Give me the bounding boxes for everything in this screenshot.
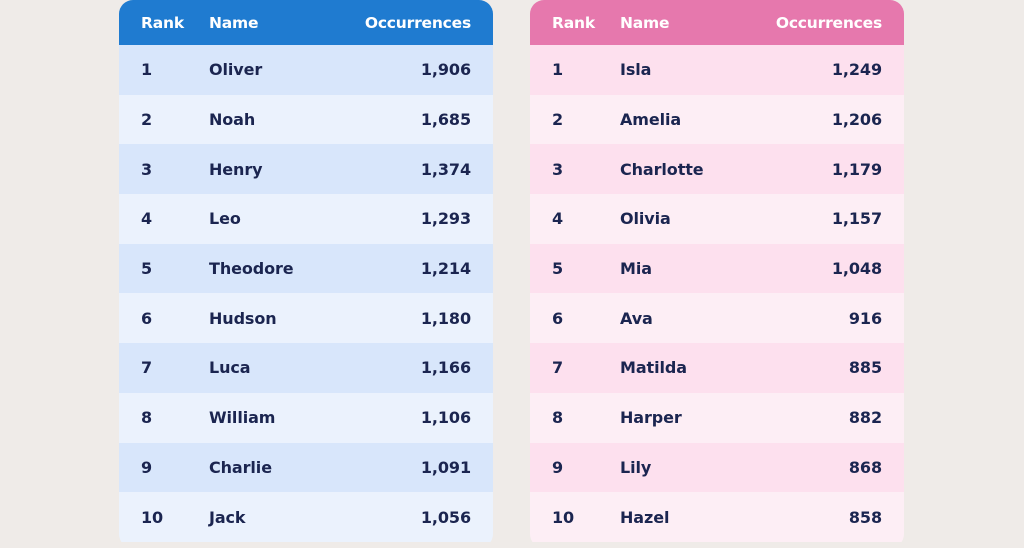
name-cell: Henry bbox=[209, 159, 263, 179]
boys-names-table: Rank Name Occurrences 1 Oliver 1,906 2 Noah 1… bbox=[119, 0, 493, 548]
rank-cell: 3 bbox=[552, 159, 564, 179]
rank-cell: 3 bbox=[141, 159, 153, 179]
table-row: 2 Amelia 1,206 bbox=[530, 94, 904, 145]
occurrences-cell: 1,906 bbox=[420, 60, 471, 80]
occurrences-cell: 1,180 bbox=[420, 308, 471, 328]
occurrences-cell: 1,249 bbox=[831, 60, 882, 80]
table-row: 7 Luca 1,166 bbox=[119, 343, 493, 393]
header-rank: Rank bbox=[552, 13, 595, 32]
header-rank: Rank bbox=[141, 13, 184, 32]
occurrences-cell: 1,293 bbox=[420, 209, 471, 229]
table-row: 9 Charlie 1,091 bbox=[119, 442, 493, 493]
name-cell: Olivia bbox=[620, 209, 671, 229]
table-row: 1 Oliver 1,906 bbox=[119, 45, 493, 95]
rank-cell: 8 bbox=[552, 408, 564, 428]
name-cell: William bbox=[209, 408, 276, 428]
occurrences-cell: 1,048 bbox=[831, 259, 882, 279]
occurrences-cell: 916 bbox=[848, 308, 882, 328]
rank-cell: 5 bbox=[141, 259, 153, 279]
name-cell: Jack bbox=[209, 507, 246, 527]
table-row: 8 William 1,106 bbox=[119, 392, 493, 443]
name-cell: Lily bbox=[620, 457, 652, 477]
rank-cell: 1 bbox=[141, 60, 153, 80]
name-cell: Theodore bbox=[209, 259, 294, 279]
girls-names-table: Rank Name Occurrences 1 Isla 1,249 2 Amelia 1… bbox=[530, 0, 904, 548]
table-row: 5 Mia 1,048 bbox=[530, 243, 904, 294]
rank-cell: 6 bbox=[552, 308, 564, 328]
occurrences-cell: 1,374 bbox=[420, 159, 471, 179]
header-occurrences: Occurrences bbox=[775, 13, 882, 32]
name-cell: Luca bbox=[209, 358, 251, 378]
rank-cell: 9 bbox=[552, 457, 564, 477]
table-row: 7 Matilda 885 bbox=[530, 343, 904, 393]
name-cell: Hazel bbox=[620, 507, 670, 527]
header-name: Name bbox=[209, 13, 259, 32]
name-cell: Charlie bbox=[209, 457, 272, 477]
name-cell: Charlotte bbox=[620, 159, 704, 179]
table-row: 6 Hudson 1,180 bbox=[119, 293, 493, 344]
table-row: 6 Ava 916 bbox=[530, 293, 904, 344]
rank-cell: 7 bbox=[141, 358, 153, 378]
boys-table-header: Rank Name Occurrences bbox=[119, 0, 493, 45]
name-cell: Mia bbox=[620, 259, 652, 279]
table-row: 10 Jack 1,056 bbox=[119, 492, 493, 542]
name-cell: Leo bbox=[209, 209, 241, 229]
name-cell: Oliver bbox=[209, 60, 263, 80]
occurrences-cell: 1,685 bbox=[420, 110, 471, 130]
occurrences-cell: 868 bbox=[848, 457, 882, 477]
rank-cell: 2 bbox=[552, 110, 564, 130]
rank-cell: 4 bbox=[552, 209, 564, 229]
table-row: 4 Leo 1,293 bbox=[119, 194, 493, 244]
table-row: 1 Isla 1,249 bbox=[530, 45, 904, 95]
name-cell: Ava bbox=[620, 308, 653, 328]
rank-cell: 6 bbox=[141, 308, 153, 328]
table-row: 9 Lily 868 bbox=[530, 442, 904, 493]
occurrences-cell: 1,214 bbox=[420, 259, 471, 279]
occurrences-cell: 885 bbox=[848, 358, 882, 378]
girls-table-header: Rank Name Occurrences bbox=[530, 0, 904, 45]
rank-cell: 2 bbox=[141, 110, 153, 130]
occurrences-cell: 1,179 bbox=[831, 159, 882, 179]
table-row: 4 Olivia 1,157 bbox=[530, 194, 904, 244]
rank-cell: 8 bbox=[141, 408, 153, 428]
name-cell: Amelia bbox=[620, 110, 682, 130]
rank-cell: 5 bbox=[552, 259, 564, 279]
occurrences-cell: 1,166 bbox=[420, 358, 471, 378]
name-cell: Isla bbox=[620, 60, 652, 80]
rank-cell: 10 bbox=[552, 507, 575, 527]
rank-cell: 1 bbox=[552, 60, 564, 80]
rank-cell: 9 bbox=[141, 457, 153, 477]
table-row: 10 Hazel 858 bbox=[530, 492, 904, 542]
table-row: 2 Noah 1,685 bbox=[119, 94, 493, 145]
girls-table-body: 1 Isla 1,249 2 Amelia 1,206 3 Charlotte 1,179 4 Ol… bbox=[530, 45, 904, 542]
table-row: 3 Henry 1,374 bbox=[119, 144, 493, 195]
table-row: 5 Theodore 1,214 bbox=[119, 243, 493, 294]
header-name: Name bbox=[620, 13, 670, 32]
occurrences-cell: 1,056 bbox=[420, 507, 471, 527]
occurrences-cell: 1,106 bbox=[420, 408, 471, 428]
occurrences-cell: 858 bbox=[848, 507, 882, 527]
rank-cell: 7 bbox=[552, 358, 564, 378]
rank-cell: 4 bbox=[141, 209, 153, 229]
header-occurrences: Occurrences bbox=[364, 13, 471, 32]
name-cell: Hudson bbox=[209, 308, 277, 328]
name-cell: Harper bbox=[620, 408, 682, 428]
occurrences-cell: 1,091 bbox=[420, 457, 471, 477]
occurrences-cell: 1,206 bbox=[831, 110, 882, 130]
boys-table-body: 1 Oliver 1,906 2 Noah 1,685 3 Henry 1,374 4 Leo 1,2… bbox=[119, 45, 493, 542]
rank-cell: 10 bbox=[141, 507, 164, 527]
occurrences-cell: 882 bbox=[848, 408, 882, 428]
name-cell: Noah bbox=[209, 110, 256, 130]
occurrences-cell: 1,157 bbox=[831, 209, 882, 229]
name-cell: Matilda bbox=[620, 358, 687, 378]
table-row: 3 Charlotte 1,179 bbox=[530, 144, 904, 195]
table-row: 8 Harper 882 bbox=[530, 392, 904, 443]
